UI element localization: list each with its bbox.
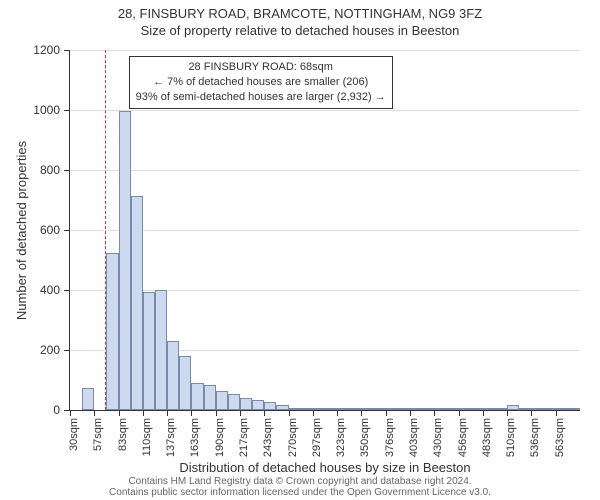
histogram-bar bbox=[228, 394, 240, 411]
x-tick-label: 430sqm bbox=[432, 418, 444, 457]
x-tick-label: 190sqm bbox=[214, 418, 226, 457]
histogram-bar bbox=[155, 290, 167, 410]
footer-attribution: Contains HM Land Registry data © Crown c… bbox=[0, 476, 600, 498]
histogram-bar bbox=[143, 292, 155, 411]
y-axis-title: Number of detached properties bbox=[15, 140, 30, 319]
y-tick bbox=[64, 50, 70, 51]
y-axis-title-wrap: Number of detached properties bbox=[12, 50, 32, 410]
x-tick bbox=[386, 410, 387, 416]
x-tick bbox=[483, 410, 484, 416]
histogram-bar bbox=[131, 196, 143, 411]
x-tick bbox=[459, 410, 460, 416]
x-axis-title: Distribution of detached houses by size … bbox=[70, 460, 580, 475]
x-tick bbox=[289, 410, 290, 416]
marker-line bbox=[105, 50, 106, 410]
x-tick-label: 350sqm bbox=[359, 418, 371, 457]
x-tick bbox=[337, 410, 338, 416]
x-tick bbox=[410, 410, 411, 416]
y-tick-label: 200 bbox=[40, 343, 60, 357]
histogram-bar bbox=[191, 383, 203, 410]
y-tick bbox=[64, 110, 70, 111]
x-tick-label: 110sqm bbox=[141, 418, 153, 456]
x-tick-label: 376sqm bbox=[384, 418, 396, 457]
y-tick-label: 0 bbox=[53, 403, 60, 417]
x-tick-label: 30sqm bbox=[68, 418, 80, 451]
x-tick-label: 137sqm bbox=[165, 418, 177, 457]
y-tick-label: 400 bbox=[40, 283, 60, 297]
histogram-bar bbox=[252, 400, 264, 411]
x-tick-label: 57sqm bbox=[92, 418, 104, 451]
x-tick bbox=[434, 410, 435, 416]
annotation-line: 28 FINSBURY ROAD: 68sqm bbox=[136, 60, 386, 75]
histogram-bar bbox=[264, 402, 276, 410]
x-tick bbox=[240, 410, 241, 416]
x-tick-label: 83sqm bbox=[117, 418, 129, 451]
x-tick-label: 217sqm bbox=[238, 418, 250, 457]
x-tick-label: 403sqm bbox=[408, 418, 420, 457]
x-tick-label: 323sqm bbox=[335, 418, 347, 457]
y-tick bbox=[64, 290, 70, 291]
x-tick-label: 510sqm bbox=[505, 418, 517, 457]
y-tick-label: 600 bbox=[40, 223, 60, 237]
histogram-bar bbox=[179, 356, 191, 410]
histogram-bar bbox=[106, 253, 118, 411]
x-axis-line bbox=[70, 410, 580, 411]
x-tick bbox=[361, 410, 362, 416]
histogram-bar bbox=[119, 111, 131, 410]
y-tick-label: 1200 bbox=[33, 43, 60, 57]
title-line2: Size of property relative to detached ho… bbox=[0, 23, 600, 38]
annotation-line: ← 7% of detached houses are smaller (206… bbox=[136, 75, 386, 90]
title-line1: 28, FINSBURY ROAD, BRAMCOTE, NOTTINGHAM,… bbox=[0, 6, 600, 21]
x-tick bbox=[143, 410, 144, 416]
x-tick bbox=[264, 410, 265, 416]
x-tick bbox=[191, 410, 192, 416]
histogram-bar bbox=[240, 398, 252, 410]
y-tick bbox=[64, 230, 70, 231]
footer-line1: Contains HM Land Registry data © Crown c… bbox=[128, 476, 471, 487]
annotation-line: 93% of semi-detached houses are larger (… bbox=[136, 90, 386, 105]
x-tick bbox=[216, 410, 217, 416]
x-tick bbox=[507, 410, 508, 416]
y-tick-label: 1000 bbox=[33, 103, 60, 117]
x-tick bbox=[167, 410, 168, 416]
x-tick-label: 270sqm bbox=[287, 418, 299, 457]
x-tick bbox=[119, 410, 120, 416]
x-tick bbox=[313, 410, 314, 416]
x-tick bbox=[94, 410, 95, 416]
histogram-bar bbox=[167, 341, 179, 410]
x-tick-label: 563sqm bbox=[554, 418, 566, 457]
plot-area: 020040060080010001200 30sqm57sqm83sqm110… bbox=[70, 50, 580, 410]
x-tick-label: 297sqm bbox=[311, 418, 323, 457]
title-block: 28, FINSBURY ROAD, BRAMCOTE, NOTTINGHAM,… bbox=[0, 6, 600, 38]
x-tick-label: 536sqm bbox=[529, 418, 541, 457]
x-tick-label: 243sqm bbox=[262, 418, 274, 457]
footer-line2: Contains public sector information licen… bbox=[0, 487, 600, 498]
x-tick bbox=[70, 410, 71, 416]
histogram-bar bbox=[204, 385, 216, 411]
x-tick-label: 456sqm bbox=[457, 418, 469, 457]
x-tick bbox=[531, 410, 532, 416]
annotation-box: 28 FINSBURY ROAD: 68sqm← 7% of detached … bbox=[129, 56, 393, 109]
x-tick bbox=[556, 410, 557, 416]
histogram-bar bbox=[216, 391, 228, 411]
x-tick-label: 483sqm bbox=[481, 418, 493, 457]
histogram-bar bbox=[82, 388, 94, 410]
y-tick-label: 800 bbox=[40, 163, 60, 177]
y-tick bbox=[64, 350, 70, 351]
chart-container: 28, FINSBURY ROAD, BRAMCOTE, NOTTINGHAM,… bbox=[0, 0, 600, 500]
x-tick-label: 163sqm bbox=[189, 418, 201, 457]
y-tick bbox=[64, 170, 70, 171]
